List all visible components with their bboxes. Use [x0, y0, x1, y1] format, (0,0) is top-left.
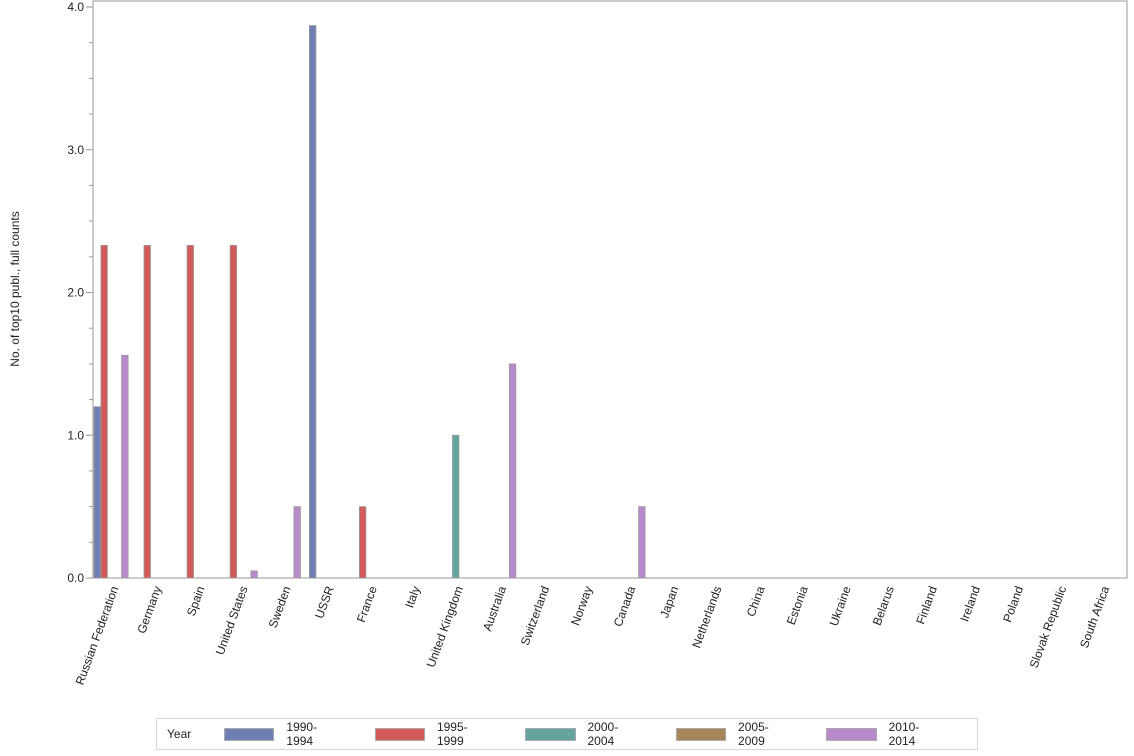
y-tick-label: 0.0 [67, 571, 84, 585]
plot-frame [92, 0, 1128, 579]
x-tick-label: Russian Federation [73, 584, 122, 687]
x-tick-label: Australia [480, 584, 509, 633]
x-tick-label: Norway [568, 584, 595, 627]
x-tick-label: Italy [402, 584, 423, 609]
legend-label: 1990-1994 [286, 720, 318, 748]
x-tick-label: Spain [184, 584, 208, 618]
legend-swatch [826, 727, 877, 741]
bar-1995-1999 [100, 244, 108, 579]
x-tick-label: France [354, 584, 380, 624]
legend-swatch [374, 727, 425, 741]
x-tick-label: Finland [913, 584, 940, 626]
legend-item: 1995-1999 [374, 720, 494, 748]
x-tick-label: Ireland [957, 584, 983, 623]
x-tick-label: Estonia [784, 584, 811, 627]
legend-title: Year [167, 727, 192, 741]
legend-label: 2005-2009 [738, 720, 769, 748]
x-tick-label: Ukraine [826, 584, 853, 628]
x-tick-label: Sweden [266, 584, 294, 630]
x-tick-label: Switzerland [518, 584, 552, 647]
bar-1995-1999 [358, 506, 367, 579]
bar-2000-2004 [452, 434, 460, 579]
bar-1995-1999 [143, 244, 151, 579]
y-axis-label: No. of top10 publ., full counts [8, 211, 22, 366]
legend-label: 1995-1999 [436, 720, 468, 748]
x-tick-label: United States [213, 584, 251, 656]
legend-item: 2010-2014 [826, 720, 945, 748]
x-tick-label: Canada [611, 584, 639, 629]
x-tick-label: China [744, 584, 768, 619]
legend-item: 2000-2004 [525, 720, 644, 748]
y-tick-label: 1.0 [67, 428, 84, 442]
bar-1995-1999 [186, 244, 194, 579]
bar-2010-2014 [638, 506, 646, 579]
legend: Year 1990-1994 1995-1999 2000-2004 2005-200… [156, 718, 978, 750]
bar-1990-1994 [93, 406, 101, 579]
x-tick-label: Netherlands [689, 584, 724, 650]
y-tick-label: 4.0 [67, 0, 84, 14]
bar-2010-2014 [508, 363, 517, 579]
x-tick-label: Slovak Republic [1027, 584, 1070, 670]
x-tick-label: South Africa [1077, 584, 1112, 650]
bar-2010-2014 [293, 506, 301, 579]
legend-swatch [224, 727, 275, 741]
y-tick-label: 3.0 [67, 143, 84, 157]
bar-2010-2014 [250, 570, 258, 579]
bar-1990-1994 [309, 25, 317, 579]
legend-swatch [525, 727, 576, 741]
legend-item: 1990-1994 [224, 720, 343, 748]
bar-2010-2014 [121, 354, 129, 579]
x-tick-label: Japan [657, 584, 681, 620]
bar-chart: 0.0 1.0 2.0 3.0 4.0 No. of top10 publ., full … [8, 0, 1128, 687]
y-tick-label: 2.0 [67, 286, 84, 300]
x-tick-label: Belarus [870, 584, 897, 627]
legend-label: 2000-2004 [587, 720, 619, 748]
x-tick-label: Poland [1000, 584, 1026, 624]
legend-item: 2005-2009 [675, 720, 795, 748]
x-tick-label: USSR [312, 584, 337, 620]
x-tick-label: Germany [134, 584, 164, 635]
bar-1995-1999 [229, 244, 238, 579]
legend-label: 2010-2014 [888, 720, 920, 748]
x-tick-label: United Kingdom [424, 584, 466, 669]
legend-swatch [675, 727, 727, 741]
